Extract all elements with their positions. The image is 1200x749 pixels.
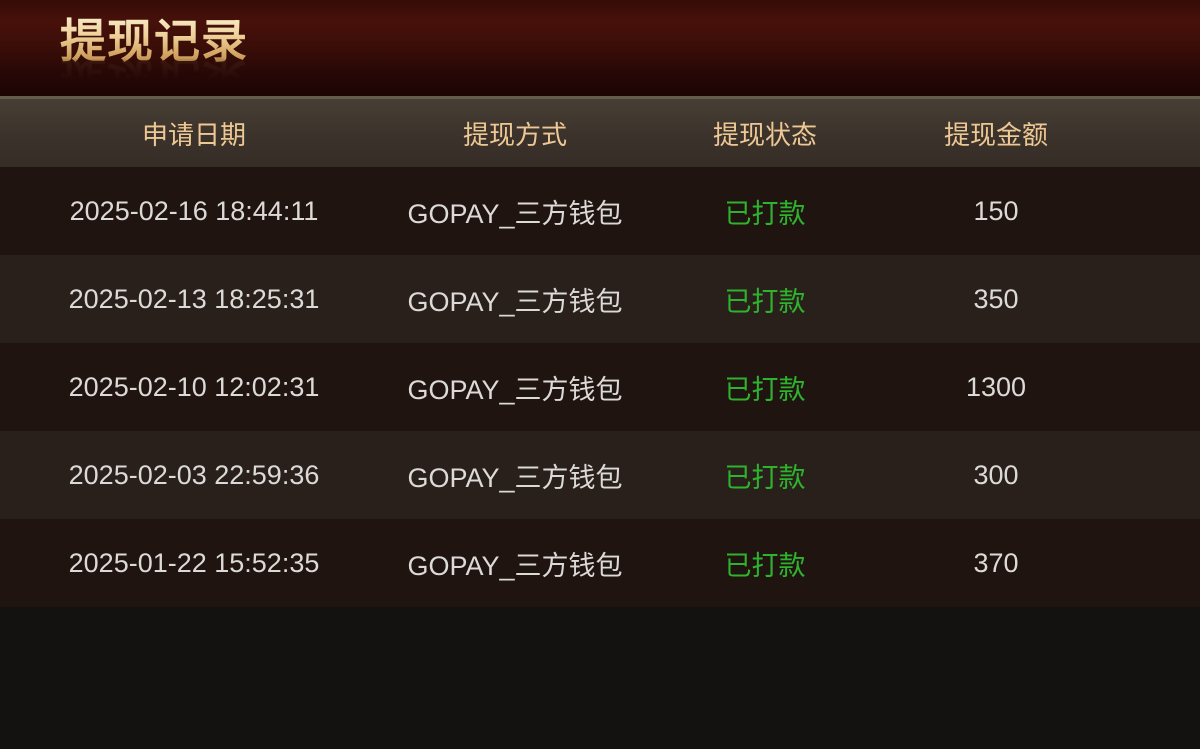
table-row: 2025-02-03 22:59:36 GOPAY_三方钱包 已打款 300: [0, 431, 1200, 519]
cell-method: GOPAY_三方钱包: [407, 550, 623, 581]
cell-amount: 150: [973, 195, 1019, 226]
cell-apply-date: 2025-02-13 18:25:31: [68, 283, 320, 314]
cell-method: GOPAY_三方钱包: [407, 374, 623, 405]
cell-amount: 1300: [965, 371, 1027, 402]
cell-amount: 350: [973, 283, 1019, 314]
cell-status: 已打款: [724, 550, 806, 581]
cell-apply-date: 2025-02-03 22:59:36: [68, 459, 320, 490]
cell-status: 已打款: [724, 462, 806, 493]
page-header: 提现记录 提现记录: [0, 0, 1200, 96]
column-header-status: 提现状态: [712, 119, 817, 150]
cell-apply-date: 2025-02-16 18:44:11: [69, 195, 319, 226]
cell-method: GOPAY_三方钱包: [407, 286, 623, 317]
cell-status: 已打款: [724, 286, 806, 317]
table-row: 2025-02-16 18:44:11 GOPAY_三方钱包 已打款 150: [0, 167, 1200, 255]
cell-status: 已打款: [724, 198, 806, 229]
cell-apply-date: 2025-02-10 12:02:31: [68, 371, 320, 402]
page-title-reflection: 提现记录: [60, 52, 248, 96]
cell-method: GOPAY_三方钱包: [407, 198, 623, 229]
cell-status: 已打款: [724, 374, 806, 405]
cell-apply-date: 2025-01-22 15:52:35: [68, 547, 320, 578]
table-row: 2025-01-22 15:52:35 GOPAY_三方钱包 已打款 370: [0, 519, 1200, 607]
cell-amount: 300: [973, 459, 1019, 490]
page-title: 提现记录: [60, 15, 248, 67]
column-header-amount: 提现金额: [943, 119, 1048, 150]
column-header-apply-date: 申请日期: [141, 119, 246, 150]
cell-amount: 370: [973, 547, 1019, 578]
page-title-stack: 提现记录 提现记录: [60, 15, 248, 96]
background-area: [0, 607, 1200, 749]
column-header-method: 提现方式: [462, 119, 567, 150]
table-row: 2025-02-10 12:02:31 GOPAY_三方钱包 已打款 1300: [0, 343, 1200, 431]
cell-method: GOPAY_三方钱包: [407, 462, 623, 493]
table-row: 2025-02-13 18:25:31 GOPAY_三方钱包 已打款 350: [0, 255, 1200, 343]
table-header-row: 申请日期 提现方式 提现状态 提现金额: [0, 96, 1200, 167]
